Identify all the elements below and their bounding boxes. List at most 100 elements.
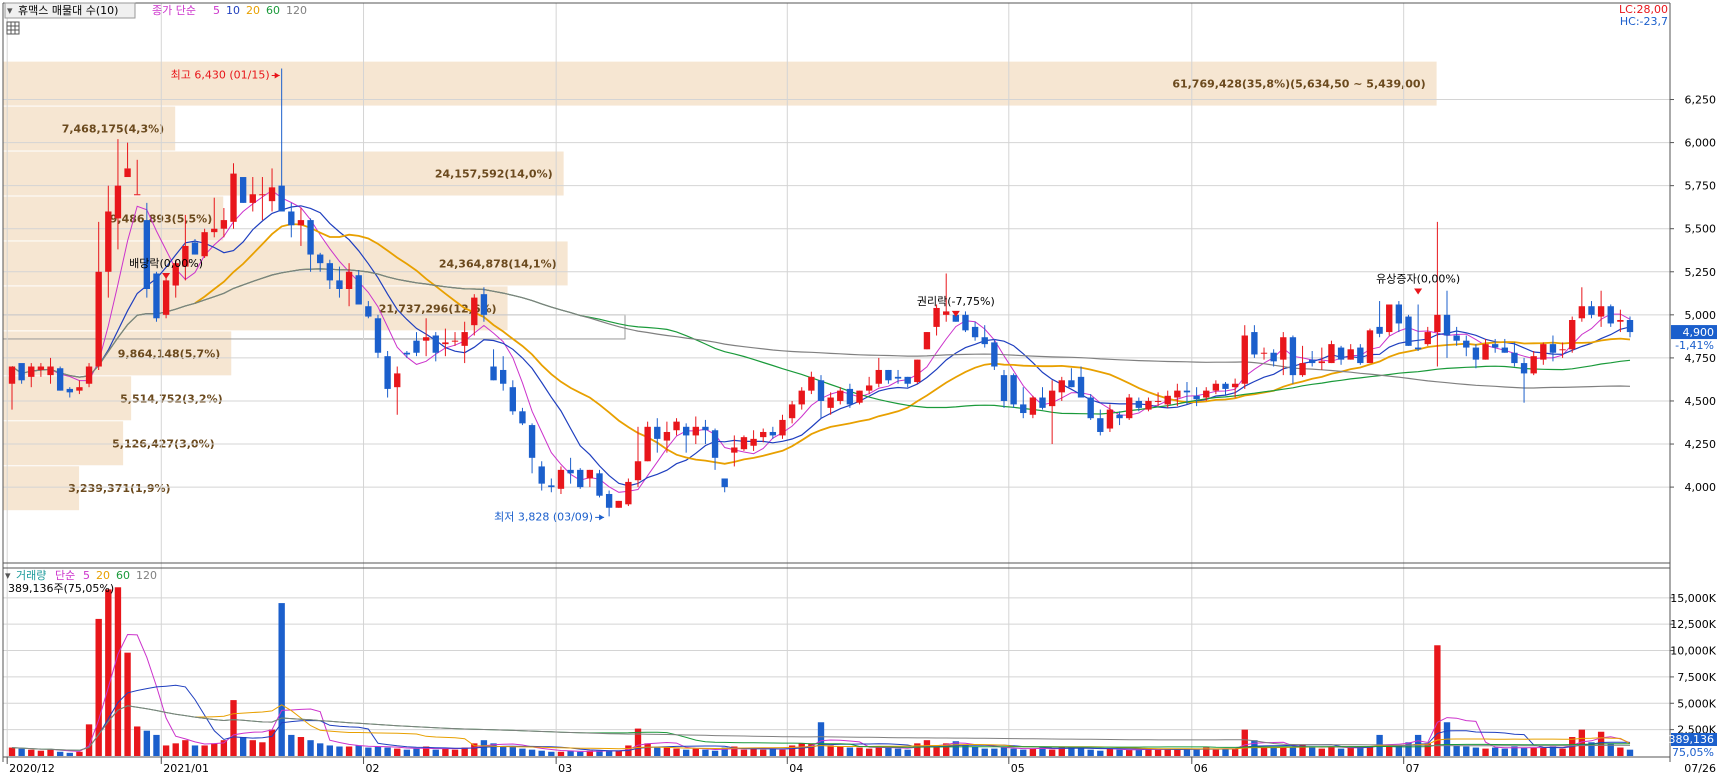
volume-bar: [711, 750, 719, 756]
volume-bar: [1097, 750, 1104, 756]
volume-profile: 3,239,371(1,9%)5,126,427(3,0%)5,514,752(…: [2, 61, 1437, 511]
candle-body: [1443, 314, 1451, 336]
candle-body: [1251, 332, 1258, 355]
legend-item[interactable]: 60: [116, 569, 130, 582]
candle-body: [220, 220, 228, 229]
candle-body: [827, 397, 834, 408]
legend-item[interactable]: 거래량: [16, 569, 46, 582]
candle-body: [422, 337, 430, 341]
candle-body: [1318, 361, 1325, 364]
volume-bar: [451, 749, 459, 756]
volume-bar: [432, 749, 439, 756]
candle-body: [239, 177, 247, 203]
legend-item[interactable]: 단순: [55, 569, 75, 582]
candle-body: [1183, 390, 1191, 393]
candle-body: [162, 280, 170, 315]
candle-body: [779, 419, 786, 436]
volume-bar: [66, 752, 73, 756]
candle-body: [172, 263, 179, 286]
volume-bar: [875, 746, 882, 756]
candle-body: [760, 431, 767, 438]
candle-body: [914, 359, 921, 383]
indicator-title-box[interactable]: [4, 2, 136, 19]
title-chevron-icon[interactable]: ▾: [7, 4, 13, 17]
price-tick-label: 4,000: [1685, 481, 1717, 494]
volume-bar: [143, 730, 151, 756]
candle-body: [249, 194, 256, 203]
legend-item[interactable]: 120: [286, 4, 307, 17]
volume-bar: [682, 749, 690, 756]
volume-bar: [1357, 747, 1364, 756]
price-tick-label: 5,250: [1685, 266, 1717, 279]
candle-body: [577, 469, 584, 488]
candle-body: [1597, 306, 1605, 317]
legend-item[interactable]: 종가 단순: [152, 4, 196, 17]
candle-body: [326, 263, 333, 281]
candle-body: [528, 425, 536, 458]
volume-bar: [1405, 742, 1412, 756]
candle-body: [875, 369, 882, 384]
table-icon[interactable]: [6, 21, 20, 35]
candle-body: [1164, 395, 1171, 405]
legend-item[interactable]: 120: [136, 569, 157, 582]
volume-bar: [1559, 748, 1566, 756]
candle-body: [1511, 352, 1518, 364]
legend-item[interactable]: 20: [96, 569, 110, 582]
candle-body: [278, 185, 285, 212]
legend-item[interactable]: 20: [246, 4, 260, 17]
candle-body: [480, 294, 488, 315]
candle-body: [673, 421, 680, 431]
candle-body: [605, 493, 613, 508]
volume-bar: [1434, 645, 1441, 756]
volume-bar: [355, 745, 362, 756]
volume-bar: [1549, 746, 1557, 756]
volume-bar: [827, 745, 834, 756]
volume-bar: [615, 750, 622, 756]
candle-body: [1472, 347, 1480, 360]
volume-bar: [1010, 748, 1017, 756]
candle-body: [1280, 337, 1287, 360]
candle-body: [1347, 349, 1354, 360]
volume-bar: [278, 603, 285, 756]
volume-bar: [1116, 749, 1123, 756]
candle-body: [307, 220, 314, 255]
volume-bar: [56, 751, 64, 756]
legend-item[interactable]: 60: [266, 4, 280, 17]
volume-bar: [336, 746, 343, 756]
candle-body: [1077, 376, 1085, 398]
volume-bar: [326, 745, 333, 756]
candle-body: [519, 411, 526, 424]
candle-body: [731, 447, 738, 453]
legend-item[interactable]: 5: [213, 4, 220, 17]
volume-bar: [1424, 743, 1431, 756]
indicator-title: 휴맥스 매물대 수(10): [18, 4, 118, 17]
candle-body: [114, 185, 122, 219]
candle-body: [1549, 344, 1557, 353]
candle-body: [413, 340, 420, 353]
volume-bar: [509, 746, 516, 756]
volume-bar: [153, 734, 160, 756]
candle-body: [1145, 400, 1152, 410]
candle-body: [1068, 380, 1075, 388]
volume-bar: [37, 750, 45, 756]
legend-item[interactable]: 10: [226, 4, 240, 17]
candle-body: [682, 426, 690, 436]
candle-body: [1174, 390, 1181, 398]
volume-bar: [962, 745, 969, 756]
candle-body: [1453, 335, 1460, 341]
volume-chevron-icon[interactable]: ▾: [5, 569, 11, 582]
volume-bar: [1328, 746, 1335, 756]
volume-bar: [1020, 749, 1027, 756]
candle-body: [962, 314, 969, 331]
volume-bar: [971, 746, 979, 756]
candle-body: [769, 431, 777, 436]
price-tick-label: 4,500: [1685, 395, 1717, 408]
volume-bar: [413, 748, 420, 756]
candle-body: [8, 366, 16, 384]
candle-body: [971, 326, 979, 338]
legend-item[interactable]: 5: [83, 569, 90, 582]
volume-bar: [471, 743, 478, 756]
candle-body: [548, 485, 555, 488]
volume-bar: [461, 747, 468, 756]
